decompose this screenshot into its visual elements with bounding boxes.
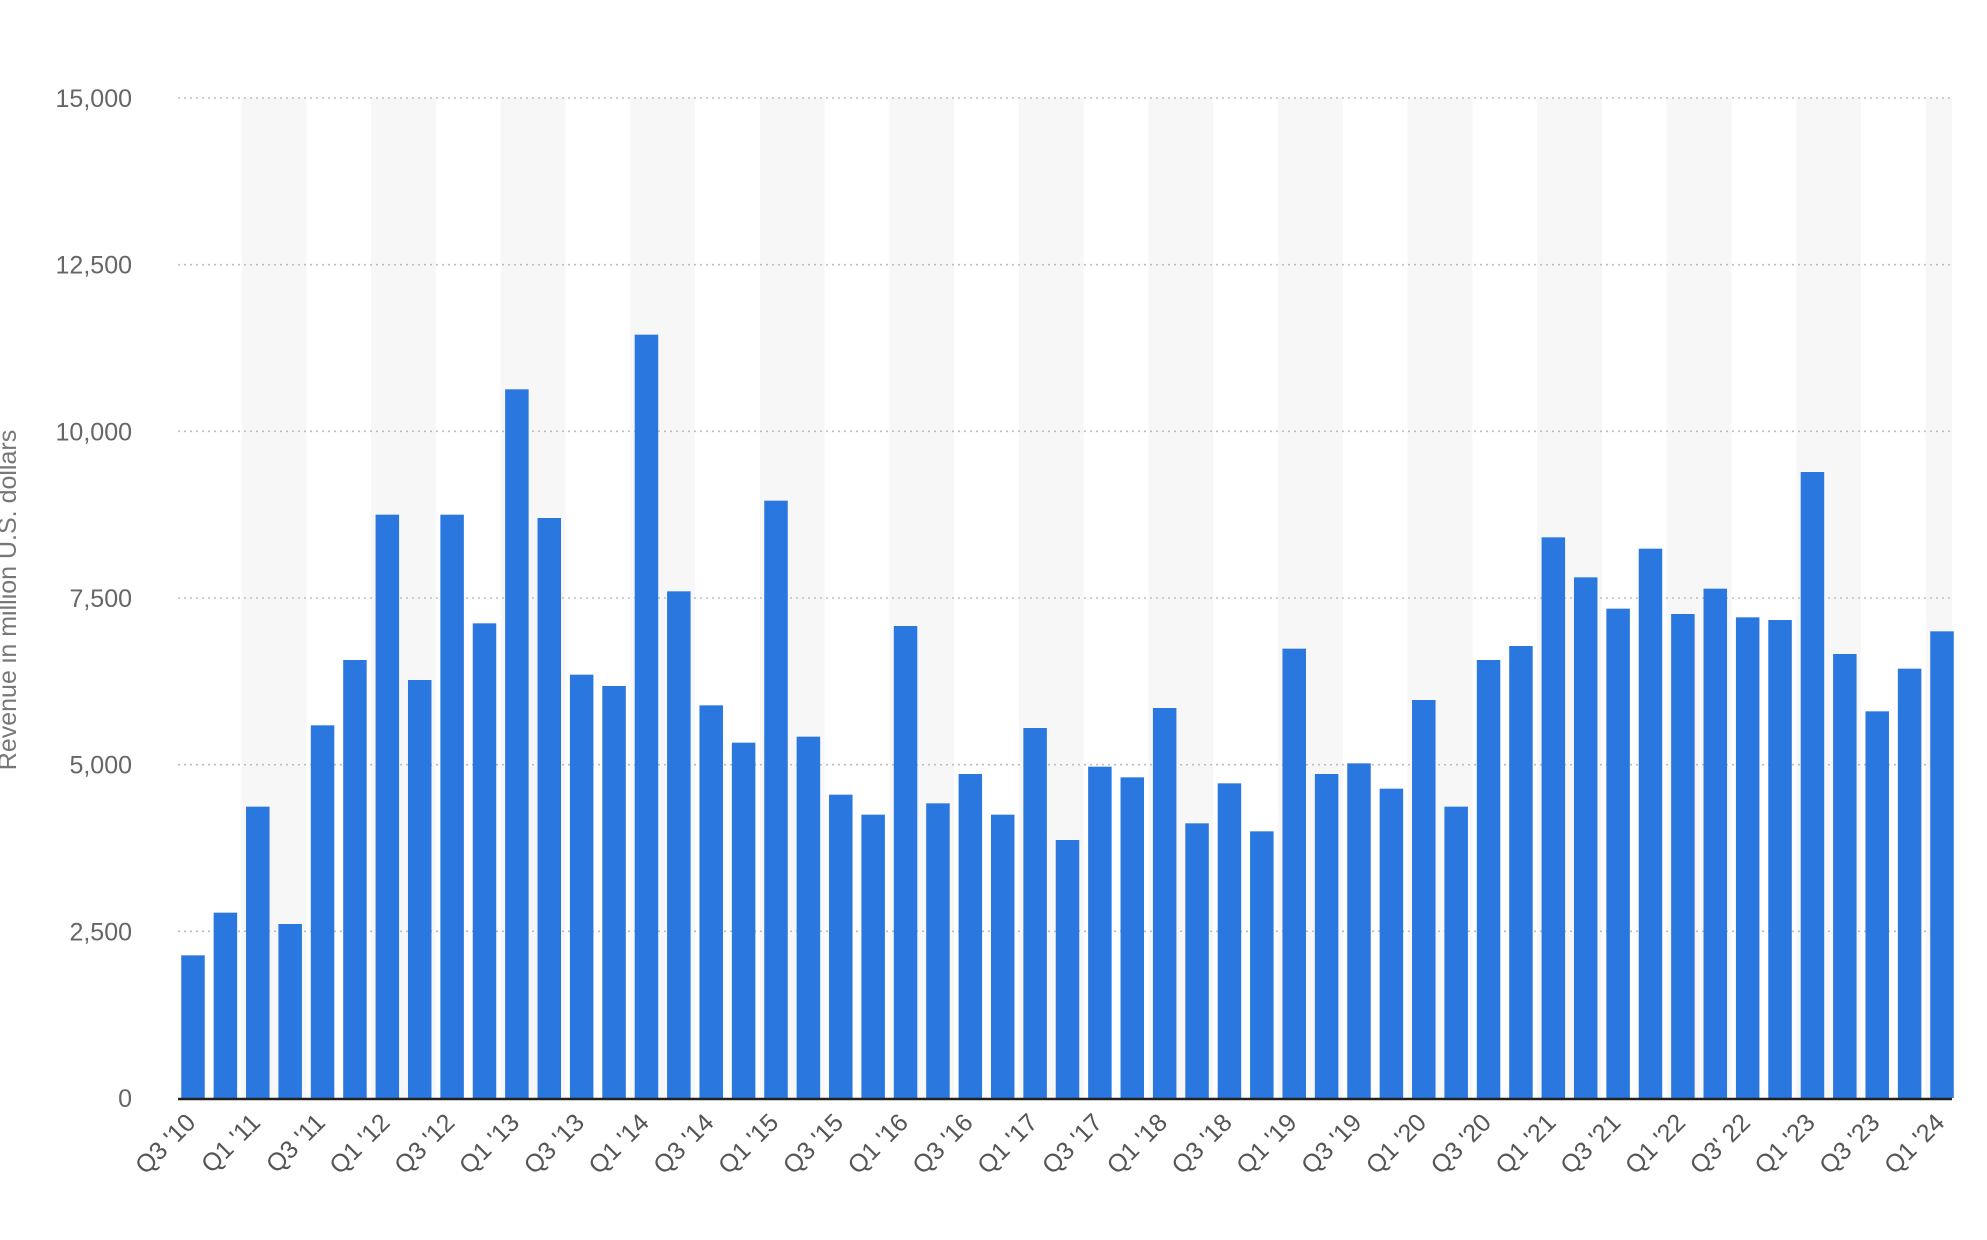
x-tick-label: Q3 '20 bbox=[1425, 1108, 1496, 1179]
x-tick-label: Q1 '14 bbox=[583, 1108, 654, 1179]
bar bbox=[278, 924, 302, 1098]
bar bbox=[1250, 831, 1274, 1098]
x-tick-label: Q3 '17 bbox=[1037, 1108, 1108, 1179]
bar bbox=[1217, 783, 1242, 1098]
x-tick-label: Q1 '18 bbox=[1102, 1108, 1173, 1179]
y-tick-label: 7,500 bbox=[69, 585, 132, 613]
bar bbox=[1735, 617, 1760, 1098]
bar bbox=[893, 626, 918, 1098]
y-axis-ticks: 0 2,500 5,000 7,500 10,000 12,500 15,000 bbox=[56, 85, 132, 1113]
bar bbox=[1573, 577, 1598, 1098]
bar bbox=[1412, 700, 1436, 1098]
y-tick-label: 10,000 bbox=[56, 418, 132, 446]
bar bbox=[310, 725, 335, 1098]
bar bbox=[1314, 774, 1339, 1098]
y-tick-label: 0 bbox=[118, 1085, 132, 1113]
x-tick-label: Q3 '23 bbox=[1814, 1108, 1885, 1179]
bar bbox=[634, 334, 659, 1099]
bar bbox=[1865, 711, 1889, 1098]
bar bbox=[1638, 548, 1663, 1098]
x-tick-label: Q1 '19 bbox=[1231, 1108, 1302, 1179]
x-tick-label: Q3 '16 bbox=[907, 1108, 978, 1179]
bar bbox=[407, 680, 432, 1098]
bar bbox=[1606, 608, 1630, 1098]
x-tick-label: Q3 '11 bbox=[261, 1108, 331, 1178]
y-tick-label: 2,500 bbox=[69, 918, 132, 946]
bar bbox=[537, 518, 562, 1098]
bar bbox=[181, 955, 205, 1098]
bar bbox=[1444, 806, 1468, 1098]
bar bbox=[472, 623, 497, 1098]
x-tick-label: Q1 '16 bbox=[842, 1108, 913, 1179]
bar bbox=[1379, 788, 1404, 1098]
bar bbox=[1055, 840, 1080, 1098]
bar bbox=[343, 660, 367, 1098]
bar bbox=[1088, 766, 1112, 1098]
x-tick-label: Q3 '12 bbox=[389, 1108, 460, 1179]
x-tick-label: Q1 '15 bbox=[713, 1108, 784, 1179]
y-tick-label: 5,000 bbox=[69, 752, 132, 780]
bar bbox=[1930, 631, 1954, 1098]
bar bbox=[1185, 823, 1209, 1098]
x-tick-label: Q3' 22 bbox=[1685, 1108, 1756, 1179]
bar bbox=[990, 814, 1015, 1098]
bar bbox=[213, 912, 238, 1098]
bar bbox=[958, 774, 983, 1098]
x-tick-label: Q1 '12 bbox=[324, 1108, 395, 1179]
bar bbox=[246, 806, 270, 1098]
bar bbox=[861, 814, 885, 1098]
y-axis-label: Revenue in million U.S. dollars bbox=[0, 430, 22, 770]
x-tick-label: Q1 '20 bbox=[1361, 1108, 1432, 1179]
x-tick-label: Q3 '18 bbox=[1166, 1108, 1237, 1179]
x-tick-label: Q3 '14 bbox=[648, 1108, 719, 1179]
bar bbox=[796, 736, 821, 1098]
x-tick-label: Q1 '11 bbox=[196, 1108, 266, 1178]
x-tick-label: Q1 '17 bbox=[972, 1108, 1043, 1179]
bar bbox=[569, 674, 594, 1098]
bar bbox=[667, 591, 691, 1098]
bar bbox=[1897, 668, 1922, 1098]
x-tick-label: Q3 '13 bbox=[519, 1108, 590, 1179]
bar bbox=[731, 742, 756, 1098]
bar bbox=[1152, 708, 1177, 1098]
bar bbox=[1347, 763, 1371, 1098]
x-tick-label: Q1 '24 bbox=[1879, 1108, 1950, 1179]
bar bbox=[375, 514, 400, 1098]
bar bbox=[1833, 654, 1857, 1098]
bar bbox=[926, 803, 950, 1098]
bar bbox=[1476, 660, 1501, 1098]
bar bbox=[505, 389, 529, 1098]
bar bbox=[440, 514, 464, 1098]
y-tick-label: 12,500 bbox=[56, 252, 132, 280]
x-tick-label: Q3 '10 bbox=[130, 1108, 201, 1179]
bar bbox=[1703, 588, 1728, 1098]
bars bbox=[181, 334, 1954, 1099]
x-tick-label: Q1 '23 bbox=[1749, 1108, 1820, 1179]
x-tick-label: Q1 '13 bbox=[454, 1108, 525, 1179]
bar bbox=[699, 705, 723, 1098]
bar bbox=[1120, 777, 1145, 1098]
y-tick-label: 15,000 bbox=[56, 85, 132, 113]
bar bbox=[1282, 648, 1306, 1098]
bar bbox=[1768, 620, 1792, 1098]
x-tick-label: Q1 '21 bbox=[1490, 1108, 1561, 1179]
x-tick-label: Q3 '15 bbox=[778, 1108, 849, 1179]
bar bbox=[602, 686, 626, 1098]
bar bbox=[829, 794, 853, 1098]
bar bbox=[1023, 728, 1047, 1098]
bar bbox=[1509, 646, 1533, 1098]
x-tick-label: Q3 '19 bbox=[1296, 1108, 1367, 1179]
bar bbox=[1800, 472, 1825, 1098]
bar bbox=[764, 500, 788, 1099]
bar bbox=[1671, 614, 1695, 1098]
bar bbox=[1541, 537, 1566, 1098]
x-tick-label: Q3 '21 bbox=[1555, 1108, 1626, 1179]
x-tick-label: Q1 '22 bbox=[1620, 1108, 1691, 1179]
